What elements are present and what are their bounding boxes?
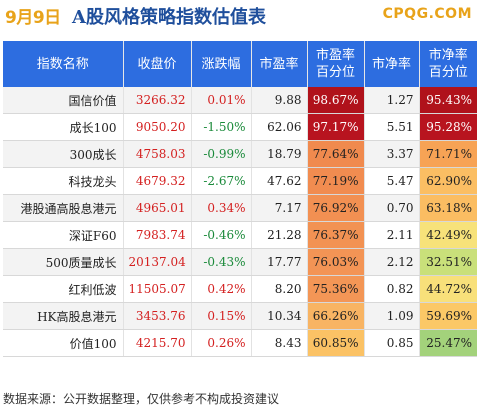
pb-cell: 0.85 xyxy=(364,329,420,357)
pb-percentile-cell: 63.18% xyxy=(419,194,477,222)
close-price-cell: 3266.32 xyxy=(123,87,192,114)
change-cell: 0.01% xyxy=(191,87,252,114)
valuation-table: 指数名称 收盘价 涨跌幅 市盈率 市盈率 百分位 市净率 市净率 百分位 国信价值 3266.32… xyxy=(3,41,477,357)
pb-percentile-cell: 44.72% xyxy=(419,275,477,303)
index-name-cell: HK高股息港元 xyxy=(3,302,124,330)
pe-percentile-cell: 97.17% xyxy=(307,113,365,141)
table-row: 科技龙头 4679.32 -2.67% 47.62 77.19% 5.47 62.90% xyxy=(3,167,477,195)
column-header-col-pb-pct: 市净率 百分位 xyxy=(419,41,477,87)
change-cell: -0.99% xyxy=(191,140,252,168)
column-header-col-name: 指数名称 xyxy=(3,41,124,87)
pe-cell: 8.43 xyxy=(251,329,308,357)
index-name-cell: 成长100 xyxy=(3,113,124,141)
close-price-cell: 4758.03 xyxy=(123,140,192,168)
table-row: 成长100 9050.20 -1.50% 62.06 97.17% 5.51 95.28% xyxy=(3,113,477,141)
change-cell: 0.34% xyxy=(191,194,252,222)
pe-percentile-cell: 77.19% xyxy=(307,167,365,195)
pb-cell: 2.11 xyxy=(364,221,420,249)
pe-percentile-cell: 76.03% xyxy=(307,248,365,276)
pe-percentile-cell: 75.36% xyxy=(307,275,365,303)
close-price-cell: 9050.20 xyxy=(123,113,192,141)
close-price-cell: 4215.70 xyxy=(123,329,192,357)
table-row: 500质量成长 20137.04 -0.43% 17.77 76.03% 2.12 32.5… xyxy=(3,248,477,276)
table-row: 国信价值 3266.32 0.01% 9.88 98.67% 1.27 95.43% xyxy=(3,87,477,114)
index-name-cell: 科技龙头 xyxy=(3,167,124,195)
change-cell: 0.15% xyxy=(191,302,252,330)
pb-cell: 1.27 xyxy=(364,87,420,114)
close-price-cell: 3453.76 xyxy=(123,302,192,330)
close-price-cell: 4679.32 xyxy=(123,167,192,195)
pb-percentile-cell: 42.49% xyxy=(419,221,477,249)
header: 9月9日 A股风格策略指数估值表 CPQG.COM xyxy=(0,0,480,34)
index-name-cell: 红利低波 xyxy=(3,275,124,303)
pe-cell: 10.34 xyxy=(251,302,308,330)
pb-percentile-cell: 71.71% xyxy=(419,140,477,168)
change-cell: -0.46% xyxy=(191,221,252,249)
pe-percentile-cell: 77.64% xyxy=(307,140,365,168)
pe-percentile-cell: 76.92% xyxy=(307,194,365,222)
pe-cell: 47.62 xyxy=(251,167,308,195)
index-name-cell: 价值100 xyxy=(3,329,124,357)
column-header-col-close: 收盘价 xyxy=(123,41,192,87)
close-price-cell: 4965.01 xyxy=(123,194,192,222)
pe-cell: 21.28 xyxy=(251,221,308,249)
table-row: HK高股息港元 3453.76 0.15% 10.34 66.26% 1.09 59.69% xyxy=(3,302,477,330)
index-name-cell: 国信价值 xyxy=(3,87,124,114)
index-name-cell: 深证F60 xyxy=(3,221,124,249)
change-cell: -1.50% xyxy=(191,113,252,141)
table-row: 红利低波 11505.07 0.42% 8.20 75.36% 0.82 44.72% xyxy=(3,275,477,303)
change-cell: 0.42% xyxy=(191,275,252,303)
table-row: 港股通高股息港元 4965.01 0.34% 7.17 76.92% 0.70 63.18% xyxy=(3,194,477,222)
pb-cell: 5.47 xyxy=(364,167,420,195)
pb-percentile-cell: 62.90% xyxy=(419,167,477,195)
pb-cell: 1.09 xyxy=(364,302,420,330)
close-price-cell: 20137.04 xyxy=(123,248,192,276)
pe-cell: 62.06 xyxy=(251,113,308,141)
brand-logo: CPQG.COM xyxy=(382,6,472,22)
pb-percentile-cell: 95.28% xyxy=(419,113,477,141)
column-header-col-pe: 市盈率 xyxy=(251,41,308,87)
pe-percentile-cell: 60.85% xyxy=(307,329,365,357)
pe-percentile-cell: 98.67% xyxy=(307,87,365,114)
table-row: 300成长 4758.03 -0.99% 18.79 77.64% 3.37 71.71% xyxy=(3,140,477,168)
pe-cell: 7.17 xyxy=(251,194,308,222)
pb-cell: 5.51 xyxy=(364,113,420,141)
table-body: 国信价值 3266.32 0.01% 9.88 98.67% 1.27 95.43% 成长10… xyxy=(3,87,477,357)
index-name-cell: 300成长 xyxy=(3,140,124,168)
pe-cell: 9.88 xyxy=(251,87,308,114)
pb-percentile-cell: 95.43% xyxy=(419,87,477,114)
column-header-col-pb: 市净率 xyxy=(364,41,420,87)
pb-cell: 3.37 xyxy=(364,140,420,168)
pe-percentile-cell: 76.37% xyxy=(307,221,365,249)
close-price-cell: 11505.07 xyxy=(123,275,192,303)
table-row: 深证F60 7983.74 -0.46% 21.28 76.37% 2.11 42.49% xyxy=(3,221,477,249)
index-name-cell: 500质量成长 xyxy=(3,248,124,276)
pb-percentile-cell: 25.47% xyxy=(419,329,477,357)
index-name-cell: 港股通高股息港元 xyxy=(3,194,124,222)
pe-cell: 18.79 xyxy=(251,140,308,168)
change-cell: -2.67% xyxy=(191,167,252,195)
pb-percentile-cell: 59.69% xyxy=(419,302,477,330)
date-label: 9月9日 xyxy=(5,8,61,28)
footer-note: 数据来源：公开数据整理，仅供参考不构成投资建议 xyxy=(3,392,280,406)
pb-percentile-cell: 32.51% xyxy=(419,248,477,276)
table-row: 价值100 4215.70 0.26% 8.43 60.85% 0.85 25.47% xyxy=(3,329,477,357)
change-cell: 0.26% xyxy=(191,329,252,357)
close-price-cell: 7983.74 xyxy=(123,221,192,249)
change-cell: -0.43% xyxy=(191,248,252,276)
table-header-row: 指数名称 收盘价 涨跌幅 市盈率 市盈率 百分位 市净率 市净率 百分位 xyxy=(3,41,477,87)
page-title: A股风格策略指数估值表 xyxy=(72,7,266,28)
pb-cell: 0.82 xyxy=(364,275,420,303)
column-header-col-change: 涨跌幅 xyxy=(191,41,252,87)
pe-percentile-cell: 66.26% xyxy=(307,302,365,330)
pb-cell: 0.70 xyxy=(364,194,420,222)
pe-cell: 8.20 xyxy=(251,275,308,303)
column-header-col-pe-pct: 市盈率 百分位 xyxy=(307,41,365,87)
pe-cell: 17.77 xyxy=(251,248,308,276)
pb-cell: 2.12 xyxy=(364,248,420,276)
